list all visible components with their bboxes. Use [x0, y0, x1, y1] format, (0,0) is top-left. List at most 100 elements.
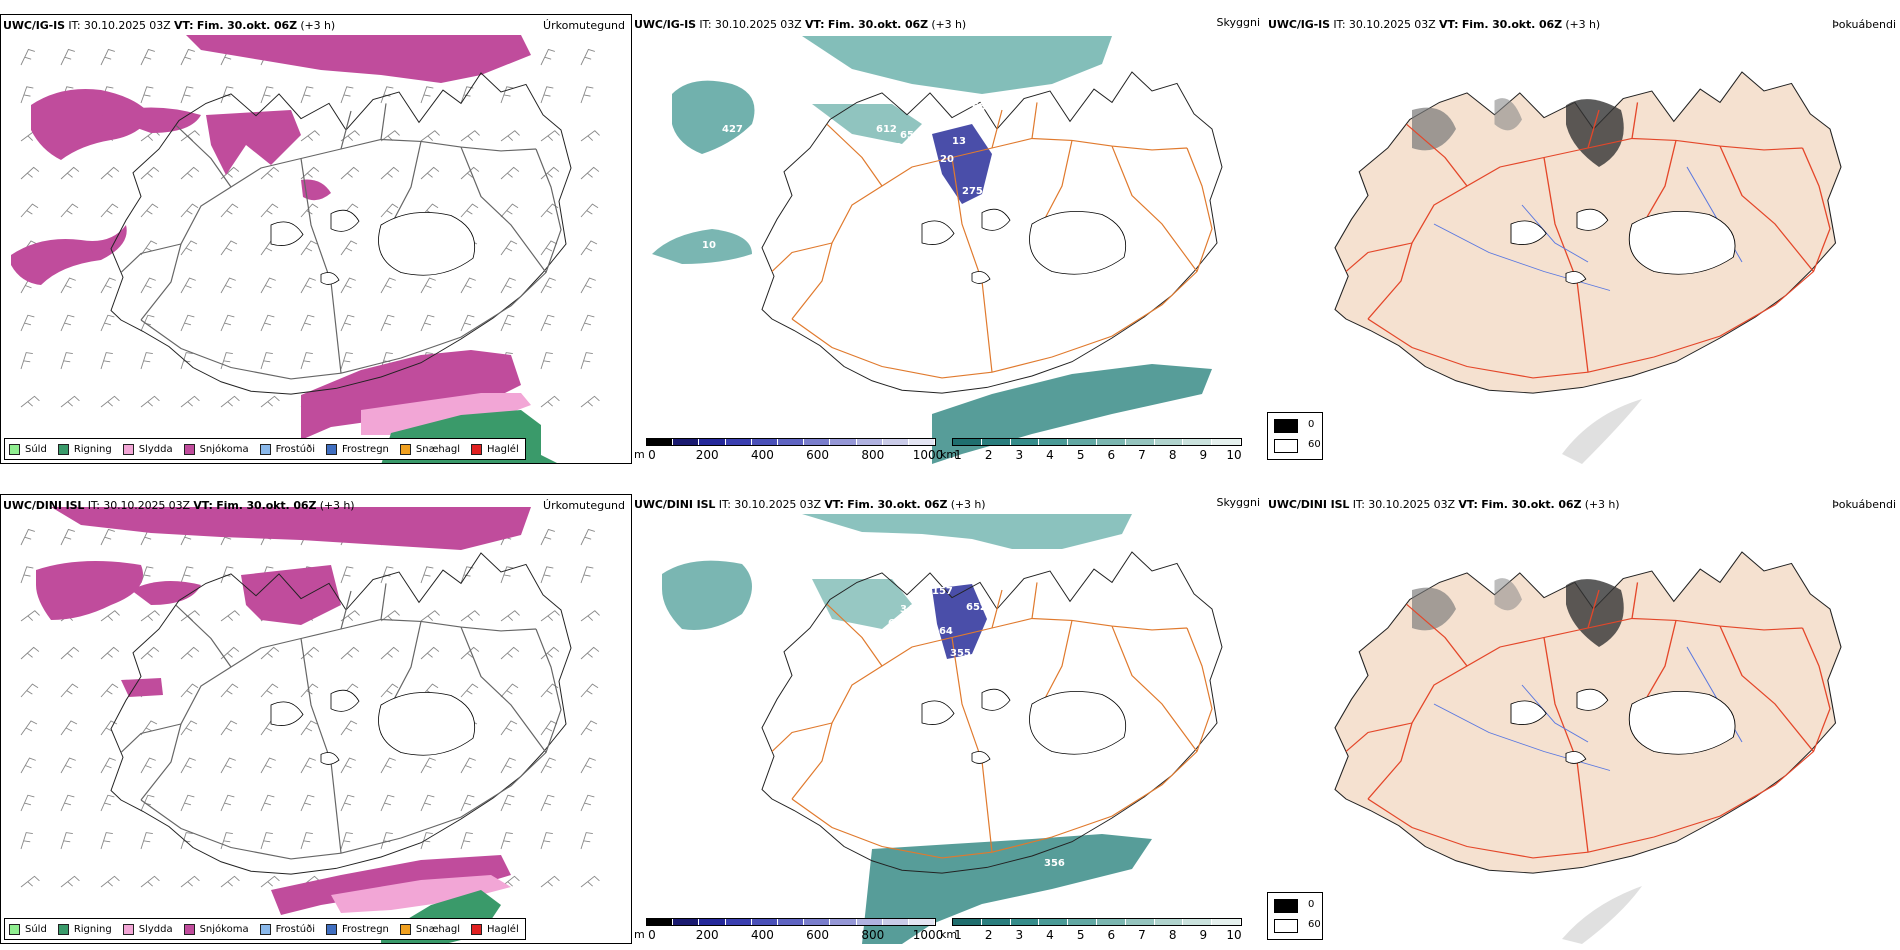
- legend-label: Frostregn: [342, 923, 389, 935]
- wind-barb: [260, 683, 279, 698]
- wind-barb: [540, 528, 555, 546]
- colorbar-unit: m: [634, 448, 645, 461]
- wind-barb: [20, 720, 38, 736]
- cloud-base-label: 355: [950, 648, 971, 659]
- snow-area: [301, 179, 331, 201]
- wind-barb: [180, 86, 194, 104]
- colorbar-tick: 6: [1107, 448, 1116, 462]
- wind-barb: [580, 48, 595, 66]
- cloud-base-labels: 200 446 34 647 157 652 480 164 355 356: [752, 558, 1065, 869]
- wind-barb: [220, 166, 240, 180]
- legend-label: Snjókoma: [199, 443, 249, 455]
- fog-area: [1494, 98, 1522, 131]
- fog-swatch-low: [1274, 439, 1298, 453]
- wind-barb: [100, 683, 119, 698]
- visibility-area: [812, 579, 912, 629]
- wind-barb: [500, 646, 520, 660]
- wind-barb: [220, 875, 240, 888]
- wind-barb: [140, 277, 156, 294]
- wind-barb: [420, 166, 440, 180]
- fog-legend-value: 60: [1308, 439, 1321, 450]
- legend-item: Rigning: [57, 923, 112, 935]
- colorbar-tick: 800: [861, 928, 885, 942]
- wind-barb: [260, 166, 280, 180]
- colorbar-tick: 6: [1107, 928, 1116, 942]
- panel-header: UWC/DINI ISL IT: 30.10.2025 03Z VT: Fim.…: [1268, 498, 1620, 511]
- colorbar-tick: 5: [1076, 448, 1085, 462]
- field-label: Þokuábendi: [1832, 498, 1896, 511]
- colorbar-tick: 4: [1046, 448, 1054, 462]
- legend-swatch: [122, 923, 134, 935]
- wind-barb: [60, 757, 76, 774]
- wind-barb: [260, 352, 273, 370]
- colorbar-unit: m: [634, 928, 645, 941]
- legend-label: Rigning: [73, 443, 112, 455]
- wind-barb: [460, 832, 473, 850]
- cloud-base-label: 275: [962, 186, 983, 197]
- legend-swatch: [471, 923, 483, 935]
- wind-barb: [300, 86, 314, 104]
- colorbar-tick: 2: [984, 928, 993, 942]
- wind-barb: [580, 277, 596, 294]
- wind-barb: [180, 794, 195, 812]
- wind-barb: [60, 683, 79, 698]
- wind-barb: [140, 352, 153, 370]
- wind-barb: [420, 566, 434, 584]
- legend-label: Snæhagl: [415, 443, 461, 455]
- fog-swatch-high: [1274, 899, 1298, 913]
- colorbar-tick: 8: [1168, 448, 1177, 462]
- wind-barb: [580, 314, 595, 332]
- wind-barb: [180, 610, 200, 622]
- wind-barb: [500, 757, 516, 774]
- colorbar-tick: 5: [1076, 928, 1085, 942]
- panel-header: UWC/IG-IS IT: 30.10.2025 03Z VT: Fim. 30…: [3, 19, 336, 32]
- wind-barb: [340, 566, 354, 584]
- wind-barb: [20, 875, 40, 888]
- colorbar-tick: 1000: [912, 928, 944, 942]
- field-label: Þokuábendi: [1832, 18, 1896, 31]
- wind-barb: [500, 203, 519, 218]
- wind-barb: [580, 86, 594, 104]
- cloud-base-label: 501: [888, 142, 909, 153]
- wind-barb: [220, 610, 240, 622]
- wind-barb: [140, 794, 155, 812]
- cloud-base-label: 356: [1044, 858, 1065, 869]
- wind-barb: [100, 832, 113, 850]
- wind-barb: [420, 757, 436, 774]
- colorbar-tick: 200: [695, 928, 719, 942]
- cloud-base-label: 13: [952, 136, 966, 147]
- cloud-base-label: 20: [940, 154, 954, 165]
- wind-barb: [20, 86, 34, 104]
- wind-barb: [380, 203, 399, 218]
- wind-barb: [140, 395, 160, 408]
- snow-area: [36, 561, 143, 620]
- wind-barb: [580, 352, 593, 370]
- wind-barb: [180, 166, 200, 180]
- wind-barb: [340, 130, 360, 142]
- wind-barb: [100, 277, 116, 294]
- fog-swatch-low: [1274, 919, 1298, 933]
- wind-barb: [220, 277, 236, 294]
- wind-barb: [20, 528, 35, 546]
- legend-swatch: [326, 923, 337, 935]
- colorbar-tick: 600: [806, 448, 830, 462]
- wind-barb: [340, 794, 355, 812]
- wind-barb: [220, 683, 239, 698]
- wind-barb: [460, 794, 475, 812]
- cloud-base-label: 200: [772, 558, 793, 569]
- legend-label: Haglél: [487, 443, 519, 455]
- road-network: [771, 101, 1213, 379]
- wind-barb: [100, 48, 115, 66]
- wind-barb: [180, 566, 194, 584]
- cloud-base-label: 612: [876, 124, 897, 135]
- cloud-base-label: 409: [740, 132, 761, 143]
- wind-barb: [420, 130, 440, 142]
- cloud-base-label: 446: [752, 596, 773, 607]
- wind-barb: [60, 528, 75, 546]
- wind-barb: [100, 646, 120, 660]
- wind-barb: [100, 528, 115, 546]
- wind-barb: [260, 314, 275, 332]
- wind-barb: [60, 395, 80, 408]
- fog-area: [1412, 587, 1456, 631]
- wind-barb: [340, 277, 356, 294]
